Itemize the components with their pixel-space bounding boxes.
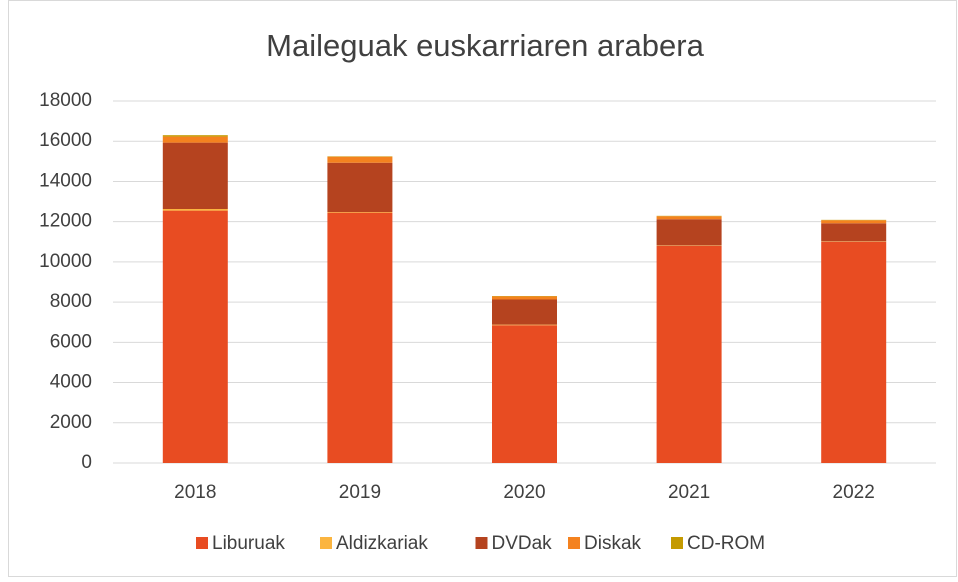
bar-segment	[492, 296, 557, 299]
legend-label: Diskak	[584, 533, 642, 554]
y-tick-label: 0	[81, 452, 92, 473]
y-tick-label: 14000	[39, 170, 92, 191]
y-tick-label: 8000	[50, 291, 92, 312]
legend-label: DVDak	[492, 533, 553, 554]
legend-label: Aldizkariak	[336, 533, 428, 554]
legend-swatch	[671, 537, 683, 549]
legend-label: CD-ROM	[687, 533, 765, 554]
bar-segment	[163, 211, 228, 463]
legend-swatch	[196, 537, 208, 549]
y-tick-label: 4000	[50, 372, 92, 393]
bar-segment	[163, 209, 228, 211]
bar-segment	[492, 299, 557, 324]
bar-segment	[163, 137, 228, 143]
chart-title: Maileguak euskarriaren arabera	[266, 28, 704, 63]
bar-segment	[492, 325, 557, 326]
bar-segment	[657, 216, 722, 219]
bar-segment	[327, 163, 392, 212]
y-tick-label: 6000	[50, 331, 92, 352]
bar-segment	[657, 219, 722, 245]
x-tick-label: 2022	[833, 482, 875, 503]
bar-segment	[327, 213, 392, 463]
bar-segment	[492, 325, 557, 463]
bar-segment	[163, 143, 228, 209]
bar-segment	[163, 135, 228, 136]
y-tick-label: 2000	[50, 412, 92, 433]
legend-label: Liburuak	[212, 533, 285, 554]
y-tick-label: 18000	[39, 90, 92, 111]
x-tick-label: 2018	[174, 482, 216, 503]
bar-segment	[821, 223, 886, 241]
chart-border	[9, 1, 957, 577]
x-tick-label: 2019	[339, 482, 381, 503]
y-tick-label: 12000	[39, 211, 92, 232]
bar-segment	[327, 212, 392, 213]
y-tick-label: 16000	[39, 130, 92, 151]
bar-segment	[821, 220, 886, 223]
legend-swatch	[320, 537, 332, 549]
y-tick-label: 10000	[39, 251, 92, 272]
x-tick-label: 2020	[503, 482, 545, 503]
x-tick-label: 2021	[668, 482, 710, 503]
bar-segment	[821, 242, 886, 463]
bar-segment	[657, 246, 722, 463]
legend-swatch	[476, 537, 488, 549]
bar-segment	[327, 157, 392, 163]
legend-swatch	[568, 537, 580, 549]
